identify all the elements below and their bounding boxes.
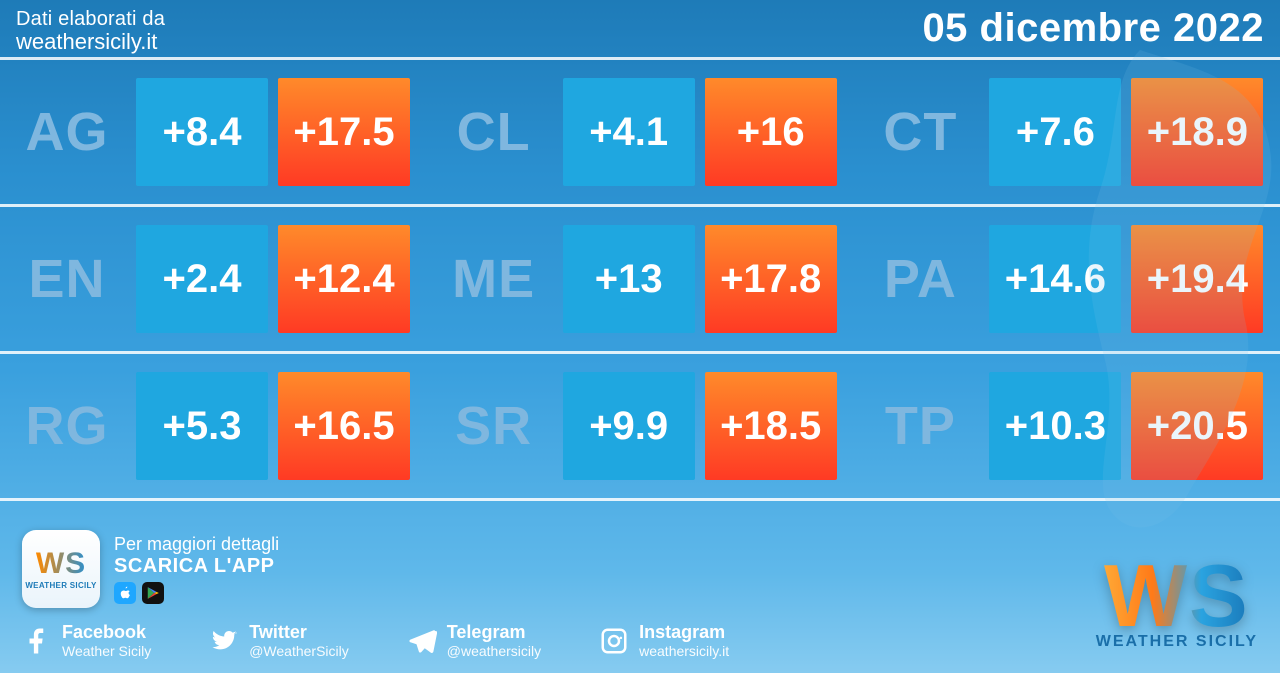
temp-max: +16.5 <box>278 372 410 480</box>
temp-max: +17.5 <box>278 78 410 186</box>
temp-max: +16 <box>705 78 837 186</box>
province-cell: SR+9.9+18.5 <box>427 372 854 480</box>
social-telegram[interactable]: Telegram@weathersicily <box>407 622 541 659</box>
temp-max: +18.9 <box>1131 78 1263 186</box>
temp-min: +13 <box>563 225 695 333</box>
social-name: Telegram <box>447 622 541 643</box>
app-cta: WS WEATHER SICILY Per maggiori dettagli … <box>22 530 1258 608</box>
province-cell: RG+5.3+16.5 <box>0 372 427 480</box>
province-code: AG <box>8 78 126 186</box>
grid-row: EN+2.4+12.4ME+13+17.8PA+14.6+19.4 <box>0 204 1280 351</box>
cta-line2: SCARICA L'APP <box>114 555 279 578</box>
date: 05 dicembre 2022 <box>922 6 1264 51</box>
province-cell: CT+7.6+18.9 <box>853 78 1280 186</box>
social-handle: weathersicily.it <box>639 643 729 659</box>
grid-row: RG+5.3+16.5SR+9.9+18.5TP+10.3+20.5 <box>0 351 1280 501</box>
app-badge-sub: WEATHER SICILY <box>25 581 96 590</box>
temp-min: +9.9 <box>563 372 695 480</box>
app-badge: WS WEATHER SICILY <box>22 530 100 608</box>
temperature-grid: AG+8.4+17.5CL+4.1+16CT+7.6+18.9EN+2.4+12… <box>0 57 1280 501</box>
temp-min: +7.6 <box>989 78 1121 186</box>
province-cell: ME+13+17.8 <box>427 225 854 333</box>
grid-row: AG+8.4+17.5CL+4.1+16CT+7.6+18.9 <box>0 57 1280 204</box>
social-name: Instagram <box>639 622 729 643</box>
appstore-icon <box>114 582 136 604</box>
social-facebook[interactable]: FacebookWeather Sicily <box>22 622 151 659</box>
social-text: Twitter@WeatherSicily <box>249 622 349 659</box>
province-code: SR <box>435 372 553 480</box>
temp-max: +12.4 <box>278 225 410 333</box>
temp-max: +17.8 <box>705 225 837 333</box>
social-text: Telegram@weathersicily <box>447 622 541 659</box>
social-name: Facebook <box>62 622 151 643</box>
cta-text: Per maggiori dettagli SCARICA L'APP <box>114 534 279 604</box>
province-code: EN <box>8 225 126 333</box>
temp-min: +5.3 <box>136 372 268 480</box>
province-code: RG <box>8 372 126 480</box>
province-cell: CL+4.1+16 <box>427 78 854 186</box>
playstore-icon <box>142 582 164 604</box>
social-twitter[interactable]: Twitter@WeatherSicily <box>209 622 349 659</box>
social-handle: @weathersicily <box>447 643 541 659</box>
social-links: FacebookWeather Sicily Twitter@WeatherSic… <box>22 622 1258 659</box>
province-cell: EN+2.4+12.4 <box>0 225 427 333</box>
province-cell: PA+14.6+19.4 <box>853 225 1280 333</box>
province-code: ME <box>435 225 553 333</box>
source-site: weathersicily.it <box>16 29 165 55</box>
temp-min: +14.6 <box>989 225 1121 333</box>
social-instagram[interactable]: Instagramweathersicily.it <box>599 622 729 659</box>
app-badge-text: WS <box>36 549 86 579</box>
social-text: Instagramweathersicily.it <box>639 622 729 659</box>
temp-max: +19.4 <box>1131 225 1263 333</box>
footer: WS WEATHER SICILY Per maggiori dettagli … <box>0 522 1280 673</box>
province-code: TP <box>861 372 979 480</box>
telegram-icon <box>407 626 437 656</box>
facebook-icon <box>22 626 52 656</box>
social-handle: @WeatherSicily <box>249 643 349 659</box>
temp-min: +4.1 <box>563 78 695 186</box>
header: Dati elaborati da weathersicily.it 05 di… <box>0 0 1280 55</box>
source-label: Dati elaborati da <box>16 8 165 31</box>
store-icons <box>114 582 279 604</box>
province-code: PA <box>861 225 979 333</box>
cta-line1: Per maggiori dettagli <box>114 534 279 555</box>
temp-min: +10.3 <box>989 372 1121 480</box>
social-text: FacebookWeather Sicily <box>62 622 151 659</box>
province-cell: AG+8.4+17.5 <box>0 78 427 186</box>
instagram-icon <box>599 626 629 656</box>
province-cell: TP+10.3+20.5 <box>853 372 1280 480</box>
province-code: CT <box>861 78 979 186</box>
social-name: Twitter <box>249 622 349 643</box>
temp-max: +20.5 <box>1131 372 1263 480</box>
temp-min: +2.4 <box>136 225 268 333</box>
province-code: CL <box>435 78 553 186</box>
data-source: Dati elaborati da weathersicily.it <box>16 8 165 55</box>
social-handle: Weather Sicily <box>62 643 151 659</box>
temp-min: +8.4 <box>136 78 268 186</box>
temp-max: +18.5 <box>705 372 837 480</box>
twitter-icon <box>209 626 239 656</box>
